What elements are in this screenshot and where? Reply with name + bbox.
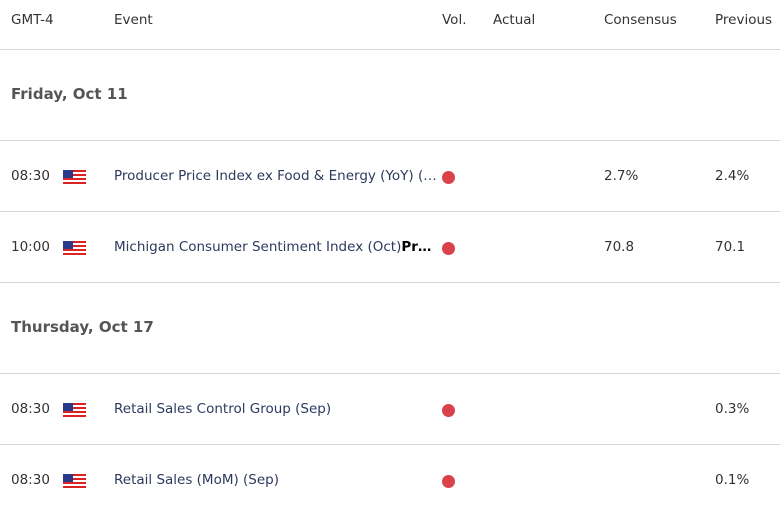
table-row[interactable]: 08:30 Retail Sales Control Group (Sep) 0… — [0, 374, 780, 445]
volatility-dot-icon — [442, 404, 455, 417]
table-header: GMT-4 Event Vol. Actual Consensus Previo… — [0, 0, 780, 50]
event-time: 10:00 — [11, 239, 50, 255]
volatility-dot-icon — [442, 171, 455, 184]
us-flag-icon — [63, 474, 86, 489]
event-time: 08:30 — [11, 401, 50, 417]
previous-header: Previous — [715, 12, 773, 28]
actual-header: Actual — [493, 12, 536, 28]
table-row[interactable]: 10:00 Michigan Consumer Sentiment Index … — [0, 212, 780, 283]
previous-value: 0.1% — [715, 472, 750, 488]
event-time: 08:30 — [11, 472, 50, 488]
vol-header: Vol. — [442, 12, 467, 28]
timezone-header[interactable]: GMT-4 — [11, 12, 54, 28]
consensus-value: 70.8 — [604, 239, 635, 255]
event-header: Event — [114, 12, 153, 28]
date-label: Friday, Oct 11 — [11, 85, 128, 103]
event-name[interactable]: Michigan Consumer Sentiment Index (Oct)P… — [114, 239, 432, 255]
date-row: Thursday, Oct 17 — [0, 283, 780, 374]
previous-value: 0.3% — [715, 401, 750, 417]
consensus-header: Consensus — [604, 12, 677, 28]
us-flag-icon — [63, 403, 86, 418]
us-flag-icon — [63, 170, 86, 185]
event-name[interactable]: Retail Sales Control Group (Sep) — [114, 401, 332, 417]
event-name[interactable]: Producer Price Index ex Food & Energy (Y… — [114, 168, 437, 184]
event-name[interactable]: Retail Sales (MoM) (Sep) — [114, 472, 280, 488]
volatility-dot-icon — [442, 242, 455, 255]
consensus-value: 2.7% — [604, 168, 639, 184]
volatility-dot-icon — [442, 475, 455, 488]
table-row[interactable]: 08:30 Retail Sales (MoM) (Sep) 0.1% — [0, 445, 780, 516]
us-flag-icon — [63, 241, 86, 256]
previous-value: 2.4% — [715, 168, 750, 184]
event-time: 08:30 — [11, 168, 50, 184]
date-row: Friday, Oct 11 — [0, 50, 780, 141]
date-label: Thursday, Oct 17 — [11, 318, 154, 336]
previous-value: 70.1 — [715, 239, 746, 255]
table-row[interactable]: 08:30 Producer Price Index ex Food & Ene… — [0, 141, 780, 212]
